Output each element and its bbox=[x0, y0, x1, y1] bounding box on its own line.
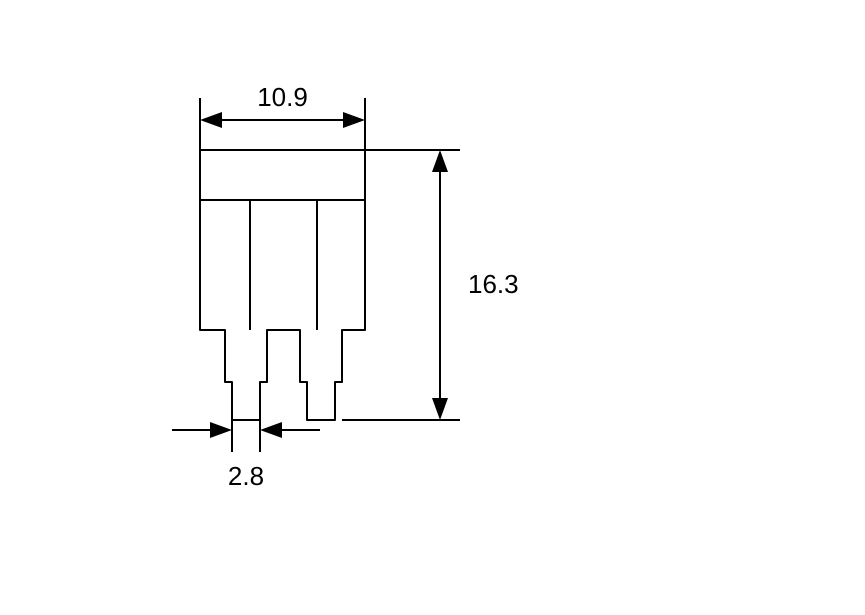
dimension-blade-width bbox=[172, 420, 320, 452]
fuse-outline bbox=[200, 150, 365, 420]
fuse-dimension-diagram: 10.9 16.3 2.8 bbox=[0, 0, 865, 615]
dimension-blade-width-label: 2.8 bbox=[228, 461, 264, 491]
dimension-height-label: 16.3 bbox=[468, 269, 519, 299]
dimension-height bbox=[342, 150, 460, 420]
dimension-width-label: 10.9 bbox=[257, 82, 308, 112]
